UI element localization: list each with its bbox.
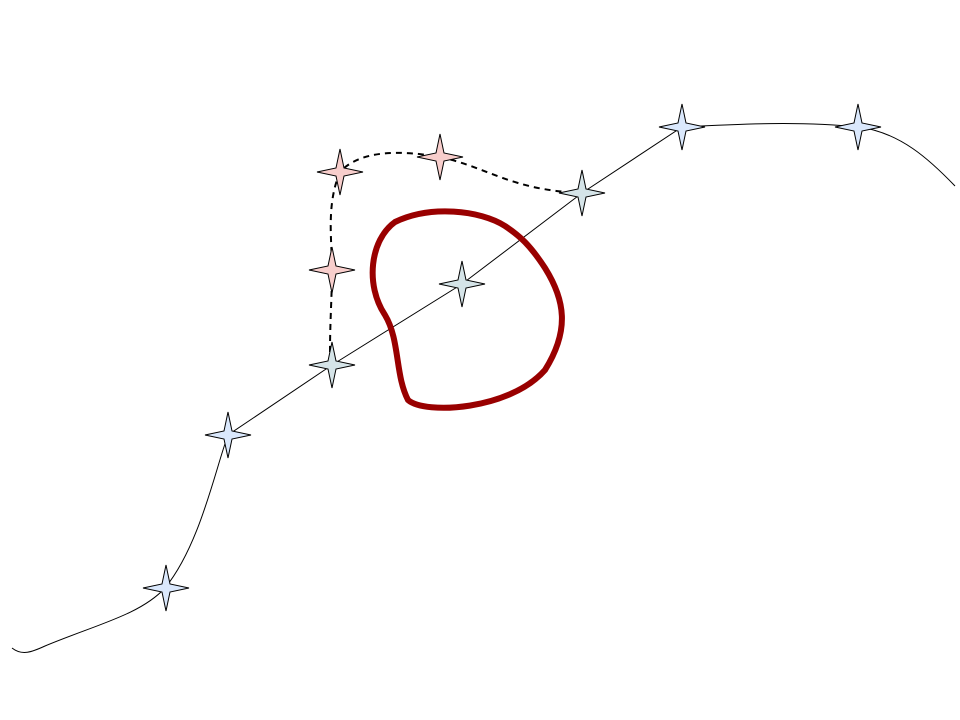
detour-star-node-1-four-point-star-icon <box>308 246 356 294</box>
star-node-4-four-point-star-icon <box>438 260 486 308</box>
star-node-2-four-point-star-icon <box>204 411 252 459</box>
detour-star-node-2-four-point-star-icon <box>316 148 364 196</box>
star-nodes <box>142 103 882 612</box>
star-node-3-four-point-star-icon <box>308 341 356 389</box>
star-node-5-four-point-star-icon <box>558 169 606 217</box>
star-node-7-four-point-star-icon <box>834 103 882 151</box>
star-node-1-four-point-star-icon <box>142 564 190 612</box>
detour-star-node-3-four-point-star-icon <box>416 133 464 181</box>
obstacle-loop <box>369 208 565 411</box>
star-node-6-four-point-star-icon <box>658 103 706 151</box>
